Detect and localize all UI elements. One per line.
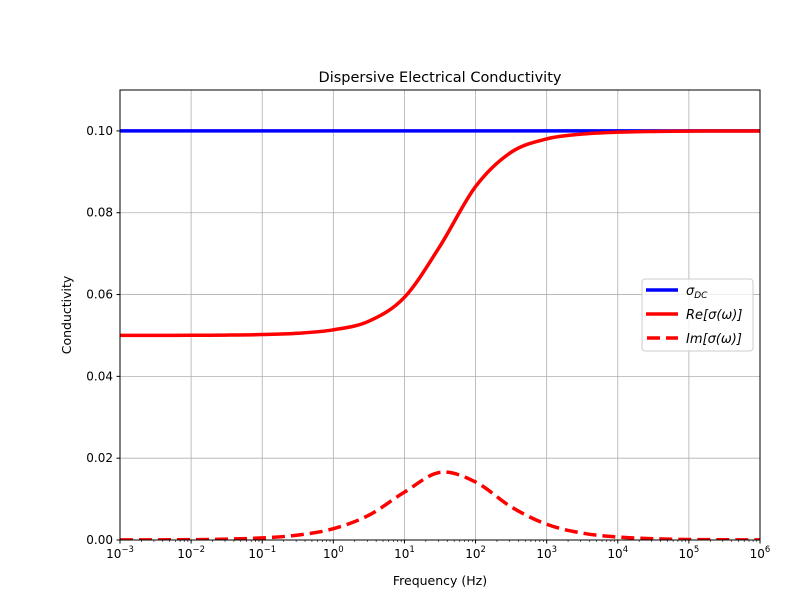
x-tick-label: 10−2 xyxy=(177,545,205,561)
y-axis-label: Conductivity xyxy=(59,275,74,354)
y-tick-label: 0.06 xyxy=(86,288,113,302)
x-tick-label: 10−3 xyxy=(106,545,134,561)
x-tick-label: 103 xyxy=(536,545,557,561)
y-tick-label: 0.04 xyxy=(86,369,113,383)
x-tick-label: 104 xyxy=(607,545,628,561)
series-line-2 xyxy=(120,470,760,540)
x-tick-label: 102 xyxy=(465,545,486,561)
legend-label-im: Im[σ(ω)] xyxy=(686,332,742,347)
y-tick-label: 0.02 xyxy=(86,451,113,465)
ticks: 10−3 10−2 10−1 100 101 102 103 104 105 106 0.00 0.0… xyxy=(86,124,770,561)
y-tick-label: 0.08 xyxy=(86,206,113,220)
x-tick-label: 105 xyxy=(679,545,700,561)
series-line-1 xyxy=(120,129,760,338)
axes-frame xyxy=(119,89,761,541)
x-tick-label: 101 xyxy=(394,545,415,561)
series-layer xyxy=(120,129,760,540)
x-axis-label: Frequency (Hz) xyxy=(393,573,487,588)
y-tick-label: 0.00 xyxy=(86,533,113,547)
legend-label-sigma-dc: σDC xyxy=(686,284,708,301)
x-tick-label: 106 xyxy=(750,545,771,561)
legend-label-re: Re[σ(ω)] xyxy=(686,308,742,323)
legend: σDC Re[σ(ω)] Im[σ(ω)] xyxy=(641,278,754,352)
x-tick-label: 10−1 xyxy=(248,545,276,561)
legend-box xyxy=(641,278,754,352)
y-tick-label: 0.10 xyxy=(86,124,113,138)
x-tick-label: 100 xyxy=(323,545,344,561)
chart-title: Dispersive Electrical Conductivity xyxy=(319,70,562,86)
